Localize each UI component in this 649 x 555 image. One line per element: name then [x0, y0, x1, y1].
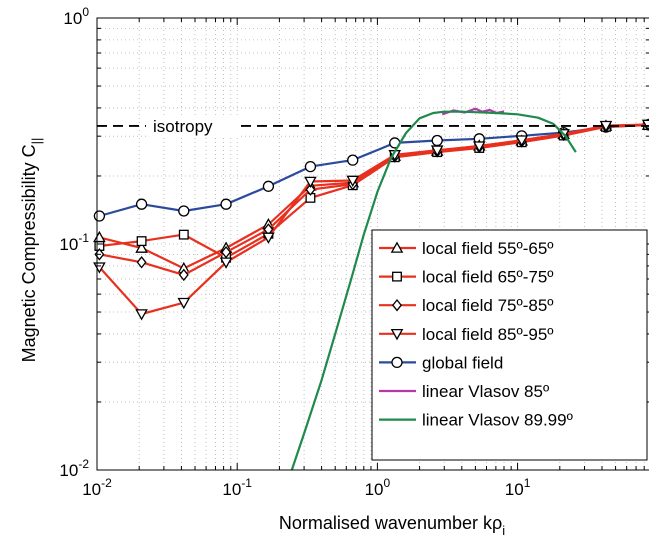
legend-label: local field 65º-75º: [422, 268, 554, 287]
y-tick-label: 10-1: [59, 231, 89, 254]
legend-label: local field 85º-95º: [422, 325, 554, 344]
x-tick-exponent: -2: [101, 476, 112, 490]
legend-label: global field: [422, 353, 503, 372]
y-tick-exponent: -1: [78, 231, 89, 245]
data-point: [135, 198, 148, 210]
data-point: [136, 256, 147, 269]
legend-label: local field 55º-65º: [422, 239, 554, 258]
x-tick-base: 10: [222, 480, 241, 499]
x-tick-exponent: -1: [241, 476, 252, 490]
series-line: [290, 110, 577, 471]
legend-swatch-marker: [392, 271, 402, 282]
data-point: [178, 268, 189, 282]
x-tick-label: 100: [365, 476, 391, 499]
data-point: [220, 198, 232, 210]
data-point: [515, 135, 529, 147]
data-point: [430, 145, 444, 157]
x-tick-label: 10-2: [82, 476, 112, 499]
x-axis-title-main: Normalised wavenumber kρ: [279, 513, 502, 533]
data-point: [599, 120, 613, 133]
isotropy-label-background: [146, 114, 238, 137]
legend-entry: local field 75º-85º: [379, 296, 554, 315]
x-tick-label: 10-1: [222, 476, 252, 499]
data-point: [641, 119, 649, 132]
y-axis-title-subscript: ||: [29, 138, 44, 145]
isotropy-label: isotropy: [153, 117, 213, 136]
y-tick-base: 10: [59, 461, 78, 480]
x-tick-base: 10: [82, 480, 101, 499]
y-axis-title-main: Magnetic Compressibility C: [19, 144, 39, 362]
data-point: [136, 236, 147, 247]
x-tick-label: 101: [505, 476, 531, 499]
legend-box: [371, 229, 648, 461]
y-tick-label: 100: [63, 5, 89, 28]
data-point: [93, 210, 106, 222]
data-point: [262, 232, 275, 244]
legend: local field 55º-65º local field 65º-75º lo…: [371, 229, 648, 461]
x-axis-title-subscript: i: [502, 523, 505, 538]
data-point: [304, 176, 317, 189]
x-axis-title: Normalised wavenumber kρi: [279, 513, 505, 538]
y-tick-exponent: -2: [78, 457, 89, 471]
data-point: [219, 257, 233, 269]
legend-swatch-marker: [391, 356, 403, 369]
series-local-field-85-95: [93, 119, 649, 321]
data-point: [178, 229, 189, 240]
data-point: [346, 175, 360, 188]
series-line: [98, 123, 649, 316]
legend-swatch-marker: [390, 328, 404, 341]
data-point: [304, 160, 317, 173]
data-point: [135, 241, 148, 253]
y-tick-base: 10: [63, 9, 82, 28]
legend-entry: global field: [379, 353, 503, 372]
x-tick-base: 10: [505, 480, 524, 499]
legend-entry: local field 55º-65º: [379, 239, 554, 258]
data-point: [347, 154, 359, 166]
y-axis-title: Magnetic Compressibility C||: [19, 138, 44, 363]
legend-label: local field 75º-85º: [422, 296, 554, 315]
legend-label: linear Vlasov 85º: [422, 382, 549, 401]
data-point: [221, 245, 232, 259]
legend-entry: linear Vlasov 89.99º: [379, 411, 573, 430]
legend-entry: local field 85º-95º: [379, 325, 554, 344]
data-point: [305, 183, 316, 196]
x-tick-base: 10: [365, 480, 384, 499]
data-point: [431, 134, 443, 147]
x-tick-exponent: 0: [384, 476, 391, 490]
x-tick-exponent: 1: [524, 476, 531, 490]
data-point: [472, 141, 486, 153]
data-point: [135, 309, 148, 321]
series-line: [99, 123, 649, 218]
series-layer: [93, 107, 649, 471]
series-linear-vlasov-89-99: [290, 110, 577, 471]
data-point: [178, 205, 190, 217]
y-tick-label: 10-2: [59, 457, 89, 480]
data-point: [177, 297, 191, 310]
y-tick-exponent: 0: [82, 5, 89, 19]
legend-entry: local field 65º-75º: [379, 268, 554, 287]
y-tick-base: 10: [59, 235, 78, 254]
data-point: [262, 180, 275, 192]
legend-entry: linear Vlasov 85º: [379, 382, 549, 401]
legend-label: linear Vlasov 89.99º: [422, 411, 573, 430]
legend-swatch-marker: [390, 241, 404, 253]
legend-swatch-marker: [392, 298, 402, 312]
